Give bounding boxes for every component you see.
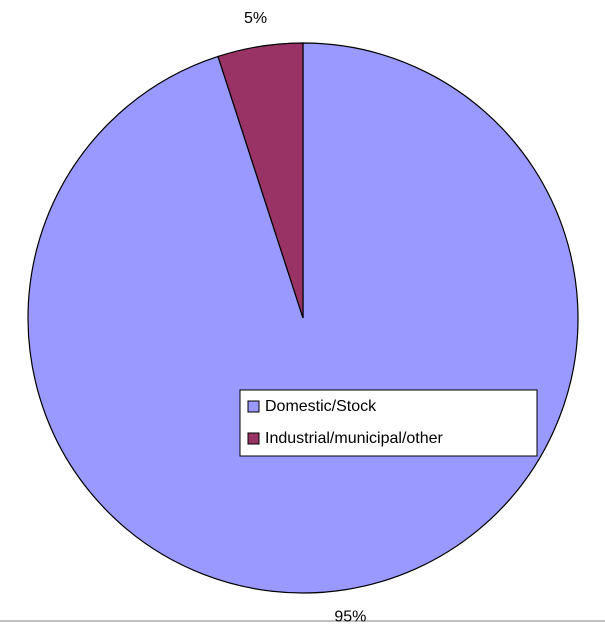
legend-swatch <box>247 400 260 413</box>
legend-label: Domestic/Stock <box>265 398 377 415</box>
pie-slice <box>217 42 304 319</box>
legend-swatch <box>247 432 260 445</box>
data-label: 95% <box>334 608 366 624</box>
data-label: 5% <box>244 10 267 27</box>
legend-box <box>239 389 538 457</box>
legend-label: Industrial/municipal/other <box>265 430 444 447</box>
